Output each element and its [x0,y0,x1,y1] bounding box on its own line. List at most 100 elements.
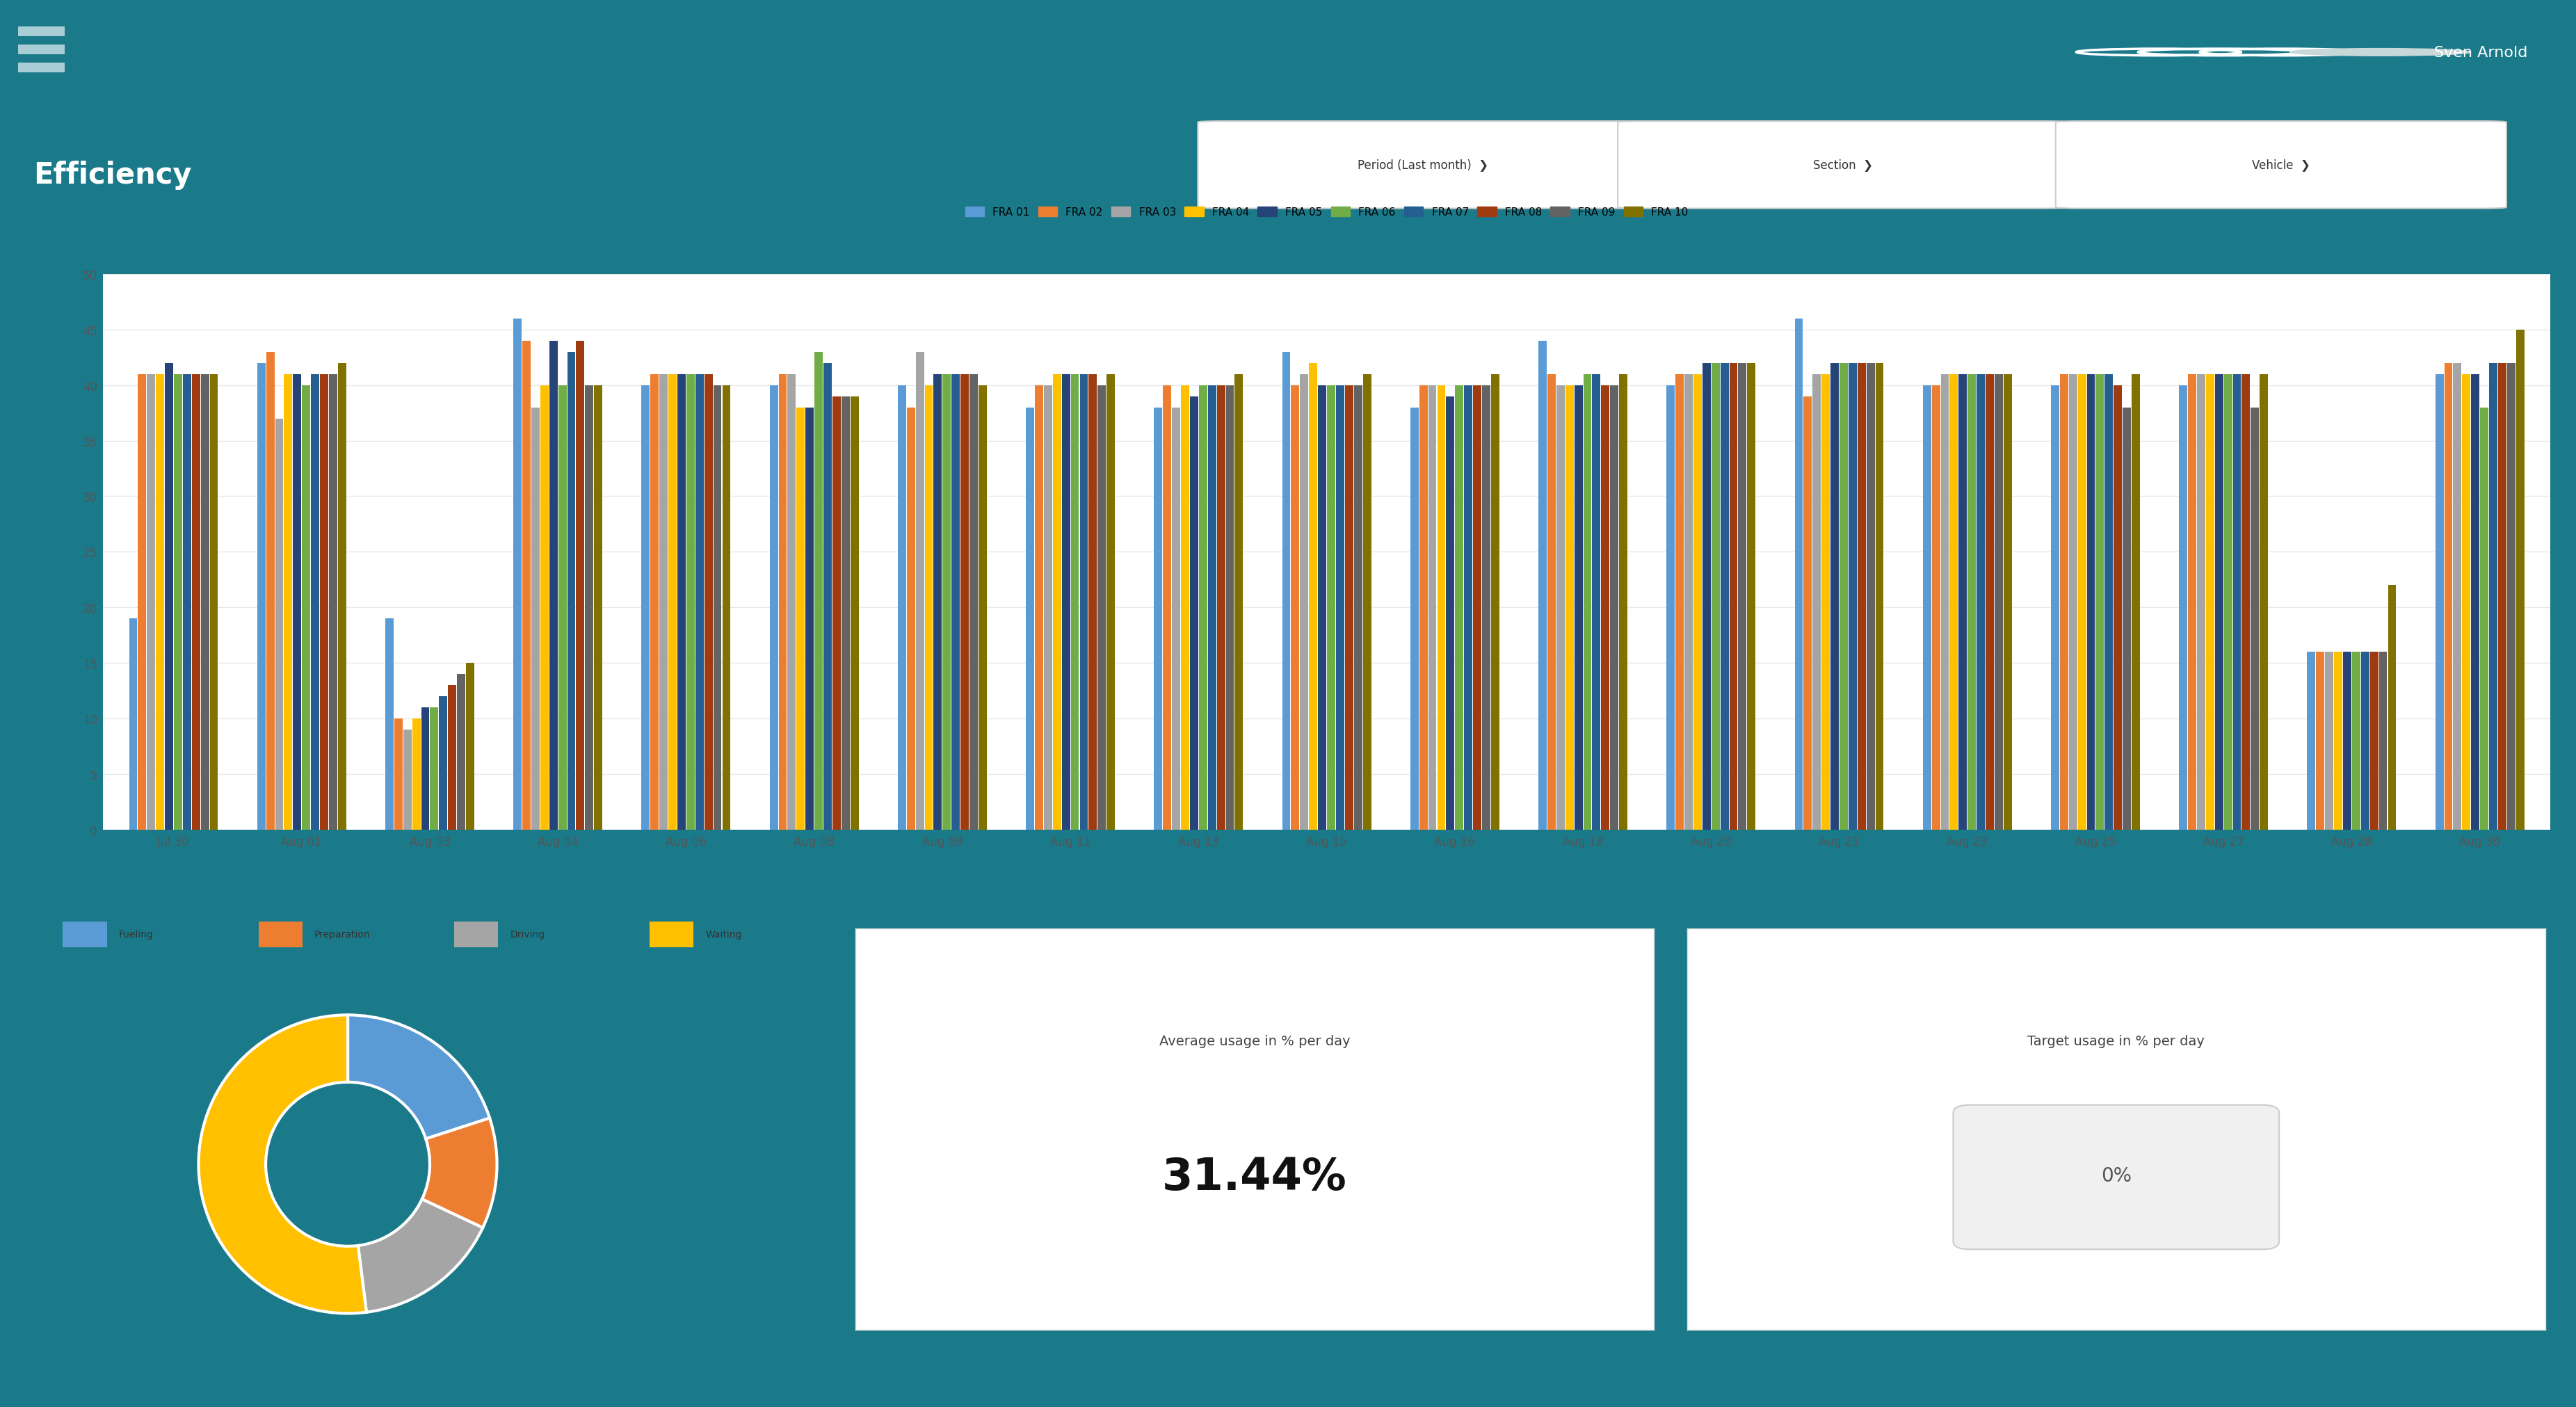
Bar [778,374,786,830]
Bar [1602,386,1610,830]
Bar [453,922,497,947]
Bar [258,922,301,947]
Bar [814,352,822,830]
Text: Efficiency: Efficiency [33,160,191,190]
Bar [2481,408,2488,830]
Bar [652,374,659,830]
Bar [641,386,649,830]
Bar [1685,374,1692,830]
Text: Target usage in % per day: Target usage in % per day [2027,1034,2205,1047]
Bar [979,386,987,830]
Bar [2370,653,2378,830]
Bar [714,386,721,830]
Bar [824,363,832,830]
Bar [18,27,64,37]
Bar [18,63,64,73]
Bar [585,386,592,830]
Bar [394,719,402,830]
Text: Period (Last month)  ❯: Period (Last month) ❯ [1358,159,1489,172]
Bar [1747,363,1754,830]
Bar [209,374,219,830]
FancyBboxPatch shape [1618,121,2069,210]
Bar [1455,386,1463,830]
Bar [1857,363,1865,830]
Bar [1301,374,1309,830]
Bar [1728,363,1739,830]
Bar [1419,386,1427,830]
Bar [1054,374,1061,830]
Bar [1538,340,1546,830]
Bar [1363,374,1370,830]
Bar [1875,363,1883,830]
Bar [2050,386,2058,830]
Bar [1072,374,1079,830]
Bar [914,352,925,830]
Bar [1592,374,1600,830]
Bar [1291,386,1298,830]
Bar [2334,653,2342,830]
Bar [1968,374,1976,830]
Bar [386,619,394,830]
Bar [1108,374,1115,830]
Bar [1036,386,1043,830]
Bar [1481,386,1492,830]
Bar [1795,319,1803,830]
Bar [696,374,703,830]
Text: Section  ❯: Section ❯ [1814,159,1873,172]
Bar [531,408,538,830]
Bar [925,386,933,830]
Bar [1584,374,1592,830]
Text: Average usage in % per day: Average usage in % per day [1159,1034,1350,1047]
Bar [2434,374,2445,830]
Bar [2061,374,2069,830]
Bar [1739,363,1747,830]
Bar [2352,653,2360,830]
Bar [2223,374,2233,830]
Bar [1473,386,1481,830]
Bar [1548,374,1556,830]
Bar [1721,363,1728,830]
Bar [2197,374,2205,830]
Text: Driving: Driving [510,930,546,940]
Bar [2215,374,2223,830]
Bar [2069,374,2076,830]
Bar [1427,386,1437,830]
Bar [567,352,574,830]
Text: Vehicle  ❯: Vehicle ❯ [2251,159,2311,172]
Bar [2115,386,2123,830]
Bar [1667,386,1674,830]
Bar [1216,386,1226,830]
Bar [1226,386,1234,830]
Bar [1345,386,1352,830]
Bar [2259,374,2267,830]
Bar [157,374,165,830]
FancyBboxPatch shape [1198,121,1649,210]
Bar [677,374,685,830]
Bar [1492,374,1499,830]
Bar [1556,386,1564,830]
Text: Sven Arnold: Sven Arnold [2434,46,2527,59]
Bar [1090,374,1097,830]
Bar [165,363,173,830]
Bar [337,363,345,830]
Bar [2004,374,2012,830]
Bar [2130,374,2141,830]
Bar [448,685,456,830]
Bar [319,374,327,830]
Bar [770,386,778,830]
Bar [129,619,137,830]
Bar [806,408,814,830]
Legend: FRA 01, FRA 02, FRA 03, FRA 04, FRA 05, FRA 06, FRA 07, FRA 08, FRA 09, FRA 10: FRA 01, FRA 02, FRA 03, FRA 04, FRA 05, … [966,207,1687,218]
Bar [961,374,969,830]
Bar [1327,386,1334,830]
Bar [1079,374,1087,830]
Bar [2362,653,2370,830]
Wedge shape [422,1119,497,1228]
Bar [2123,408,2130,830]
Bar [1803,397,1811,830]
Bar [191,374,201,830]
Bar [1922,386,1932,830]
Bar [147,374,155,830]
Bar [420,708,430,830]
Bar [183,374,191,830]
